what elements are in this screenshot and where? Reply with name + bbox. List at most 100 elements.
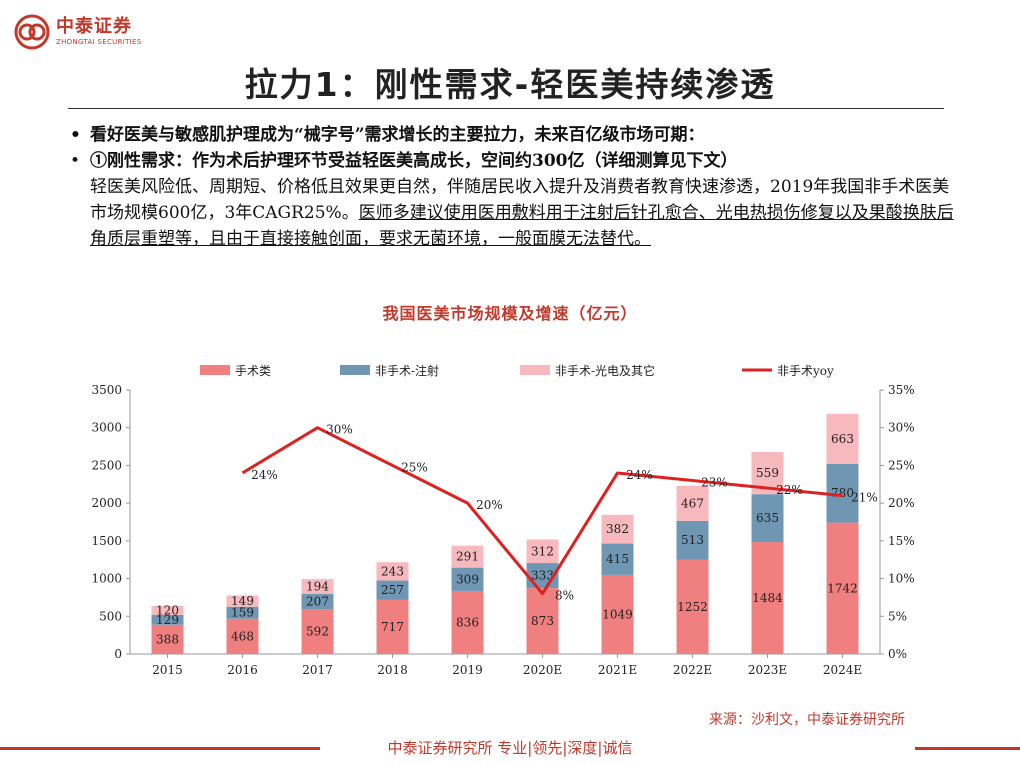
bar-optical: [151, 605, 184, 616]
legend-label: 非手术-注射: [375, 363, 439, 378]
bar-optical: [526, 539, 559, 564]
bullet-1-text: 看好医美与敏感肌护理成为“械字号”需求增长的主要拉力，未来百亿级市场可期：: [90, 125, 705, 145]
bar-injection: [376, 580, 409, 600]
yoy-line: [241, 426, 843, 596]
bar-value-label: 120: [156, 603, 179, 617]
yoy-value-label: 22%: [776, 483, 803, 497]
bar-injection: [676, 520, 709, 560]
yoy-value-label: 24%: [626, 468, 653, 482]
bar-optical: [376, 562, 409, 581]
bullet-2-underlined: 医师多建议使用医用敷料用于注射后针孔愈合、光电热损伤修复以及果酸换肤后角质层重塑…: [90, 203, 954, 249]
y-right-tick-label: 25%: [888, 458, 915, 472]
bar-value-label: 468: [231, 629, 254, 643]
footer-text: 中泰证券研究所 专业|领先|深度|诚信: [379, 739, 641, 757]
bar-value-label: 1252: [677, 600, 708, 614]
bar-value-label: 309: [456, 572, 479, 586]
legend-label: 非手术yoy: [777, 364, 834, 378]
yoy-value-label: 23%: [701, 476, 728, 490]
legend-swatch: [340, 365, 370, 375]
bar-value-label: 635: [756, 511, 779, 525]
bar-value-label: 159: [231, 606, 254, 620]
bar-value-label: 382: [606, 522, 629, 536]
x-tick-label: 2017: [302, 663, 333, 677]
y-left-tick-label: 3500: [91, 383, 122, 397]
bar-value-label: 415: [606, 552, 629, 566]
bar-value-label: 257: [381, 583, 404, 597]
yoy-value-label: 21%: [851, 491, 878, 505]
legend-label: 手术类: [235, 364, 271, 378]
yoy-value-label: 25%: [401, 460, 428, 474]
bar-surgical: [751, 542, 784, 654]
legend-swatch: [520, 365, 550, 375]
bar-surgical: [601, 574, 634, 654]
bar-injection: [151, 615, 184, 625]
y-left-tick-label: 1000: [91, 572, 122, 586]
footer-rule-right: [915, 747, 1020, 750]
bar-value-label: 717: [381, 620, 404, 634]
y-right-tick-label: 20%: [888, 496, 915, 510]
x-tick-label: 2024E: [823, 663, 862, 677]
bar-optical: [226, 595, 259, 607]
y-right-tick-label: 35%: [888, 383, 915, 397]
y-right-tick-label: 15%: [888, 534, 915, 548]
bullet-list: • 看好医美与敏感肌护理成为“械字号”需求增长的主要拉力，未来百亿级市场可期： …: [68, 122, 958, 252]
y-left-tick-label: 2500: [91, 458, 122, 472]
legend-swatch: [200, 365, 230, 375]
bar-value-label: 129: [156, 613, 179, 627]
source-note: 来源：沙利文，中泰证券研究所: [709, 712, 905, 728]
y-right-tick-label: 5%: [888, 609, 907, 623]
bar-value-label: 592: [306, 625, 329, 639]
legend-label: 非手术-光电及其它: [555, 363, 655, 378]
x-tick-label: 2018: [377, 663, 408, 677]
x-tick-label: 2019: [452, 663, 483, 677]
x-tick-label: 2016: [227, 663, 258, 677]
bar-surgical: [451, 590, 484, 654]
bullet-marker: •: [70, 151, 81, 171]
y-left-tick-label: 1500: [91, 534, 122, 548]
footer-slogan: 中泰证券研究所 专业|领先|深度|诚信: [0, 737, 1020, 758]
slide-title: 拉力1：刚性需求-轻医美持续渗透: [244, 65, 776, 104]
bar-value-label: 1049: [602, 607, 633, 621]
bar-optical: [826, 413, 859, 464]
bar-surgical: [376, 599, 409, 654]
y-left-tick-label: 500: [99, 609, 122, 623]
yoy-value-label: 30%: [326, 423, 353, 437]
x-tick-label: 2023E: [748, 663, 787, 677]
bullet-2-body: 轻医美风险低、周期短、价格低且效果更自然，伴随居民收入提升及消费者教育快速渗透，…: [90, 177, 950, 223]
bar-injection: [226, 606, 259, 619]
bar-optical: [301, 579, 334, 594]
bar-surgical: [526, 588, 559, 654]
bar-surgical: [151, 624, 184, 654]
bar-value-label: 207: [306, 595, 329, 609]
title-divider: [68, 108, 944, 109]
bar-surgical: [301, 609, 334, 654]
y-left-tick-label: 0: [114, 647, 122, 661]
bar-value-label: 873: [531, 614, 554, 628]
yoy-value-label: 24%: [251, 468, 278, 482]
bar-value-label: 836: [456, 615, 479, 629]
yoy-value-label: 20%: [476, 498, 503, 512]
bar-value-label: 513: [681, 533, 704, 547]
bar-value-label: 467: [681, 496, 704, 510]
zhongtai-logo-icon: [14, 14, 50, 50]
footer-rule-left: [0, 747, 320, 750]
y-left-tick-label: 3000: [91, 421, 122, 435]
y-right-tick-label: 30%: [888, 421, 915, 435]
bar-value-label: 149: [231, 594, 254, 608]
bar-injection: [601, 543, 634, 575]
bar-injection: [751, 494, 784, 543]
bullet-2-lead: ①刚性需求：作为术后护理环节受益轻医美高成长，空间约300亿（详细测算见下文）: [90, 151, 738, 171]
bar-optical: [451, 545, 484, 568]
bar-value-label: 388: [156, 632, 179, 646]
x-tick-label: 2015: [152, 663, 183, 677]
bar-injection: [301, 593, 334, 610]
market-size-chart: 0 500 1000 1500 2000 2500 3000 3500 0% 5% 10% 15% 20…: [91, 363, 915, 677]
bullet-marker: •: [70, 125, 81, 145]
bullet-item-2: • ①刚性需求：作为术后护理环节受益轻医美高成长，空间约300亿（详细测算见下文…: [68, 148, 958, 252]
bar-value-label: 663: [831, 432, 854, 446]
y-left-tick-label: 2000: [91, 496, 122, 510]
bar-surgical: [676, 559, 709, 654]
y-right-tick-label: 10%: [888, 572, 915, 586]
bar-value-label: 559: [756, 466, 779, 480]
brand-name-cn: 中泰证券: [56, 16, 132, 37]
